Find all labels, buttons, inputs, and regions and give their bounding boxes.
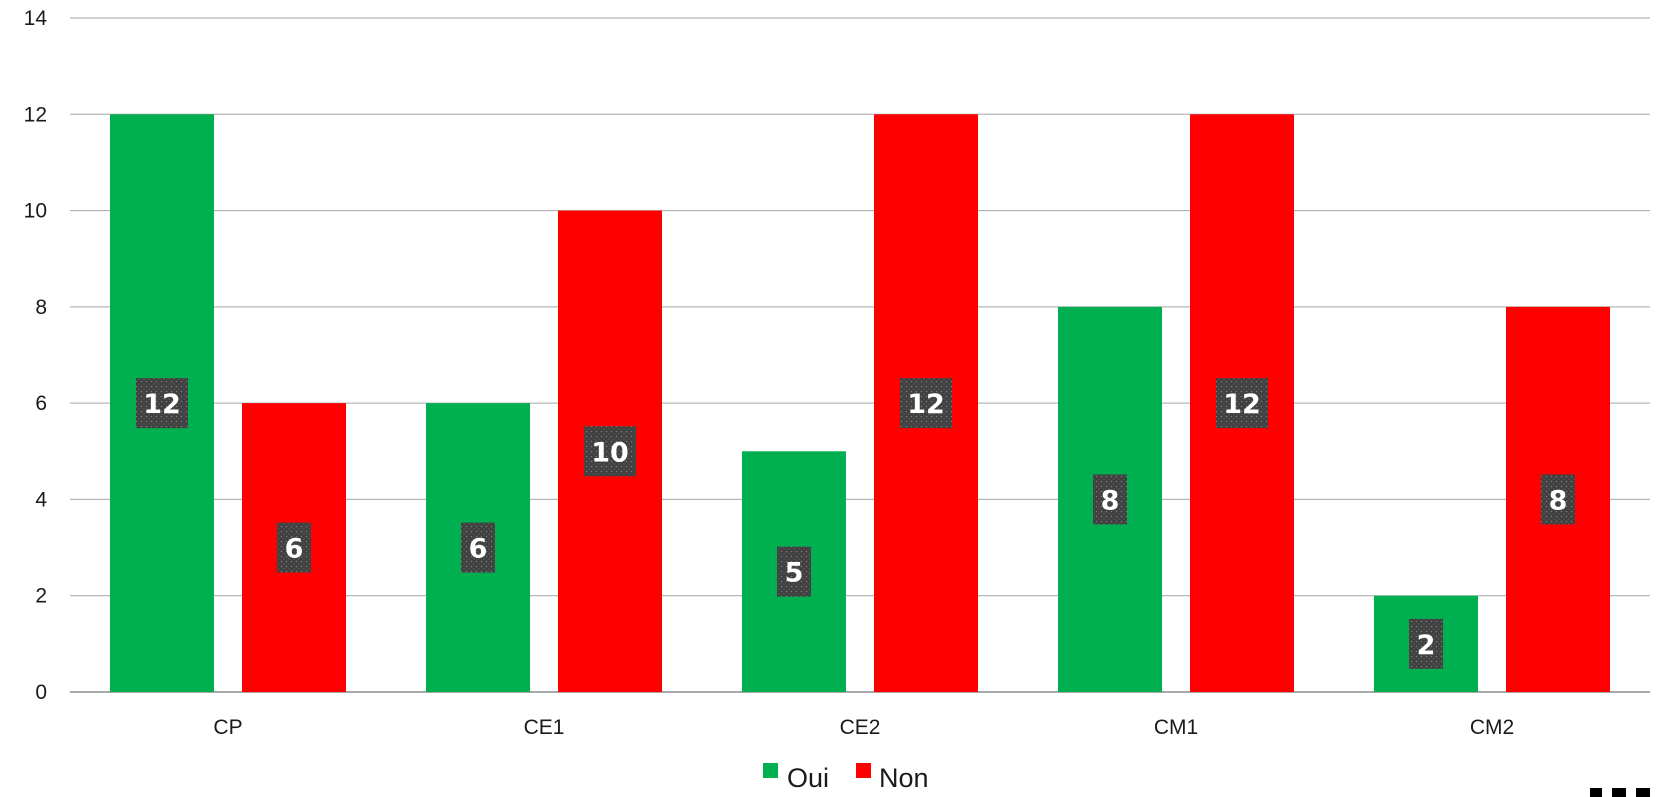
data-label-oui-cm1: 8 <box>1093 474 1127 525</box>
data-label-box <box>461 522 495 573</box>
x-category-label-cm1: CM1 <box>1154 716 1198 739</box>
x-category-label-cm2: CM2 <box>1470 716 1514 739</box>
y-tick-label-8: 8 <box>35 296 47 319</box>
data-label-text: 10 <box>591 437 629 468</box>
legend-swatch-non <box>856 763 871 778</box>
data-label-text: 8 <box>1549 485 1568 516</box>
data-label-non-ce1: 10 <box>584 426 636 477</box>
data-label-box <box>1409 618 1443 669</box>
data-label-oui-ce2: 5 <box>777 546 811 597</box>
data-label-box <box>1541 474 1575 525</box>
data-label-text: 6 <box>285 534 304 565</box>
legend-label-oui: Oui <box>787 763 829 793</box>
y-axis: 0 2 4 6 8 10 12 14 <box>24 7 48 704</box>
data-label-text: 12 <box>907 389 945 420</box>
x-category-label-ce2: CE2 <box>840 716 881 739</box>
x-category-label-ce1: CE1 <box>524 716 565 739</box>
y-tick-label-0: 0 <box>35 681 47 704</box>
y-tick-label-4: 4 <box>35 488 47 511</box>
data-label-text: 12 <box>143 389 181 420</box>
x-axis: CP CE1 CE2 CM1 CM2 <box>213 716 1514 739</box>
data-label-text: 6 <box>469 534 488 565</box>
data-label-box <box>777 546 811 597</box>
legend-swatch-oui <box>763 763 778 778</box>
data-label-text: 8 <box>1101 485 1120 516</box>
y-tick-label-14: 14 <box>24 7 48 30</box>
data-label-box <box>1216 378 1268 429</box>
data-label-non-ce2: 12 <box>900 378 952 429</box>
data-label-text: 12 <box>1223 389 1261 420</box>
data-label-box <box>136 378 188 429</box>
data-label-oui-ce1: 6 <box>461 522 495 573</box>
data-label-oui-cp: 12 <box>136 378 188 429</box>
legend-label-non: Non <box>879 763 929 793</box>
y-tick-label-6: 6 <box>35 392 47 415</box>
data-label-non-cm2: 8 <box>1541 474 1575 525</box>
data-label-box <box>900 378 952 429</box>
y-tick-label-12: 12 <box>24 103 47 126</box>
data-label-text: 2 <box>1417 630 1436 661</box>
data-labels: 12 6 6 10 5 12 8 12 2 8 <box>136 378 1575 669</box>
data-label-box <box>1093 474 1127 525</box>
data-label-box <box>277 522 311 573</box>
y-tick-label-2: 2 <box>35 585 47 608</box>
data-label-non-cp: 6 <box>277 522 311 573</box>
y-tick-label-10: 10 <box>24 200 47 223</box>
data-label-non-cm1: 12 <box>1216 378 1268 429</box>
x-category-label-cp: CP <box>213 716 242 739</box>
data-label-box <box>584 426 636 477</box>
data-label-text: 5 <box>785 558 804 589</box>
corner-dash-mark <box>1590 788 1650 797</box>
legend: Oui Non <box>763 763 929 793</box>
data-label-oui-cm2: 2 <box>1409 618 1443 669</box>
